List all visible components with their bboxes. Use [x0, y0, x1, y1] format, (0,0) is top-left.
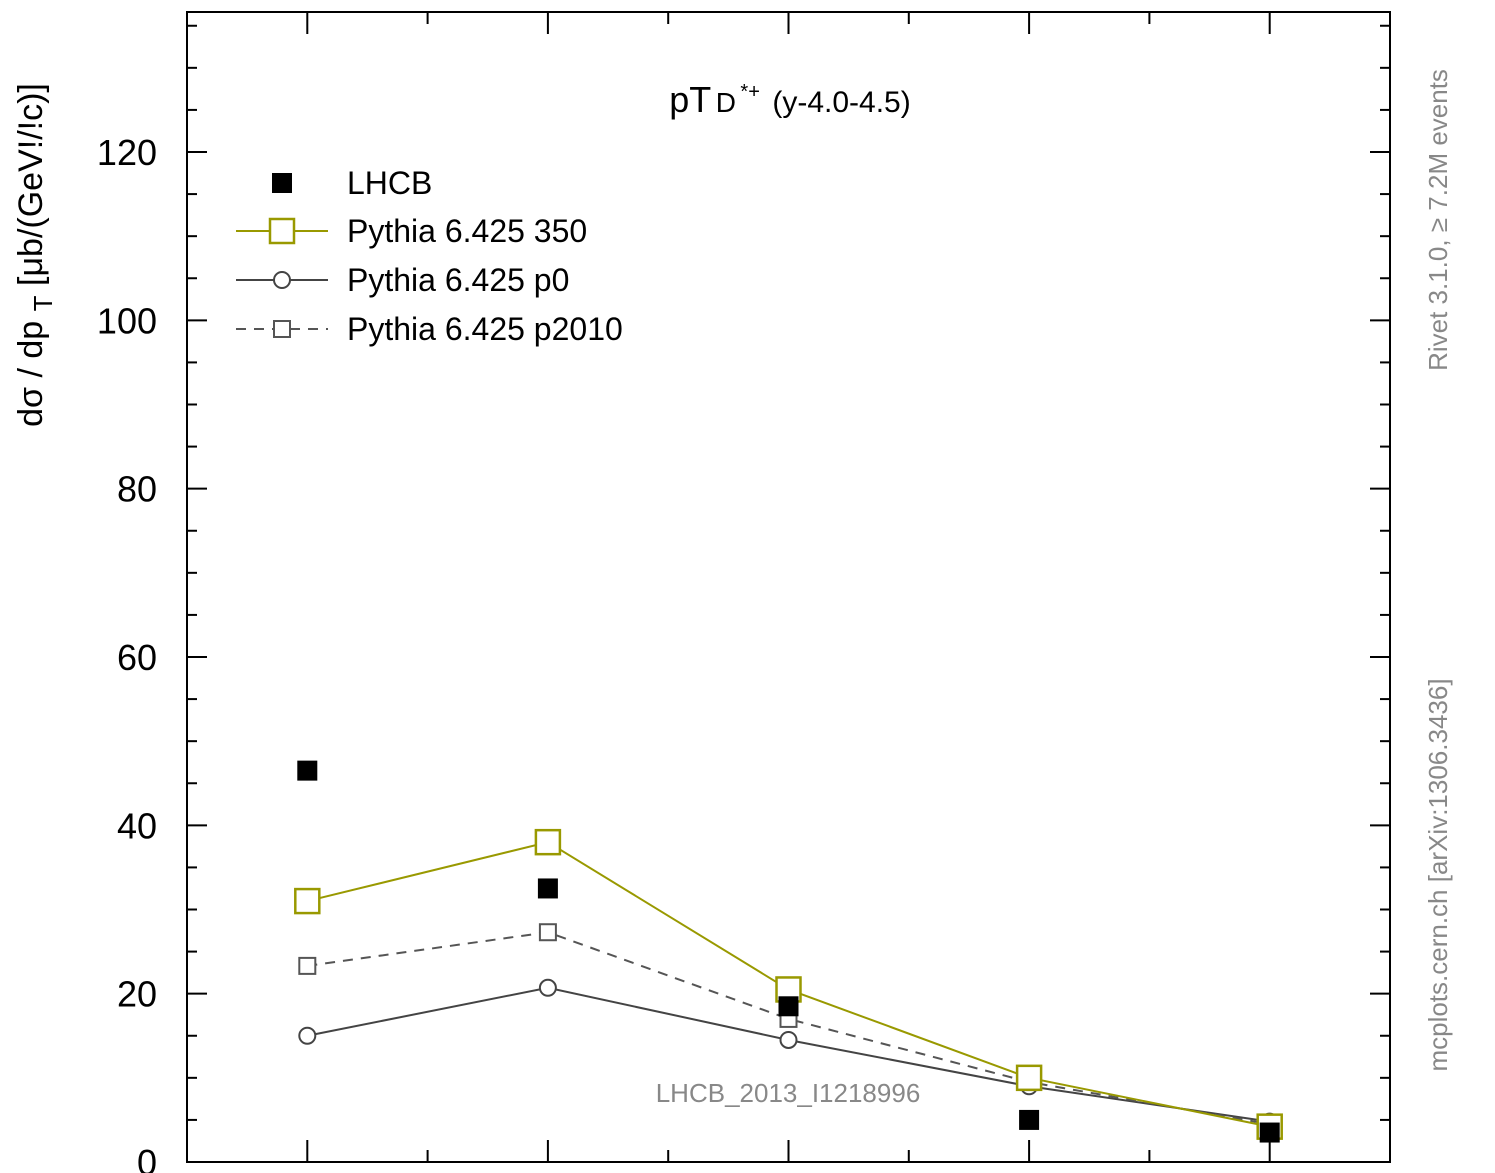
y-tick-label: 100	[97, 300, 157, 341]
legend-marker-1	[268, 217, 296, 245]
side-text-bottom: mcplots.cern.ch [arXiv:1306.3436]	[1423, 678, 1453, 1071]
y-tick-label: 120	[97, 132, 157, 173]
y-axis-label: dσ / dp T [μb/(GeV!/!c)]	[12, 83, 60, 427]
y-label-pre: dσ / dp	[12, 321, 50, 427]
series-point-2	[538, 978, 557, 997]
chart-title: pT D *+ (y-4.0-4.5)	[669, 79, 910, 120]
side-text-top: Rivet 3.1.0, ≥ 7.2M events	[1423, 69, 1453, 371]
series-point-3	[538, 923, 557, 942]
series-point-2	[298, 1026, 317, 1045]
title-main: pT	[669, 79, 711, 120]
legend-label-0: LHCB	[347, 165, 432, 201]
y-tick-label: 40	[117, 805, 157, 846]
data-point	[537, 878, 558, 899]
data-point	[1259, 1122, 1280, 1143]
y-label-post: [μb/(GeV!/!c)]	[12, 83, 50, 286]
series-point-3	[298, 956, 317, 975]
legend-label-2: Pythia 6.425 p0	[347, 262, 569, 298]
title-particle: D	[716, 87, 736, 118]
watermark-label: LHCB_2013_I1218996	[656, 1078, 921, 1108]
data-point	[1019, 1109, 1040, 1130]
legend-label-1: Pythia 6.425 350	[347, 213, 587, 249]
legend-marker-0	[272, 173, 292, 193]
y-tick-label: 20	[117, 974, 157, 1015]
legend-label-3: Pythia 6.425 p2010	[347, 311, 623, 347]
y-label-sub: T	[28, 295, 58, 311]
y-tick-label: 60	[117, 637, 157, 678]
y-tick-label: 0	[137, 1142, 157, 1173]
data-point	[297, 760, 318, 781]
series-point-1	[534, 828, 562, 856]
title-range: (y-4.0-4.5)	[772, 86, 910, 119]
title-superscript: *+	[740, 81, 759, 103]
legend-marker-2	[273, 271, 291, 289]
legend: LHCB Pythia 6.425 350 Pythia 6.425 p0 Pythi…	[236, 165, 623, 347]
y-tick-label: 80	[117, 469, 157, 510]
series-line-3	[307, 931, 1270, 1126]
series-point-1	[294, 887, 321, 915]
legend-marker-3	[273, 320, 291, 338]
data-point	[778, 996, 799, 1017]
series-point-1	[1015, 1064, 1043, 1092]
series-point-2	[779, 1030, 798, 1049]
